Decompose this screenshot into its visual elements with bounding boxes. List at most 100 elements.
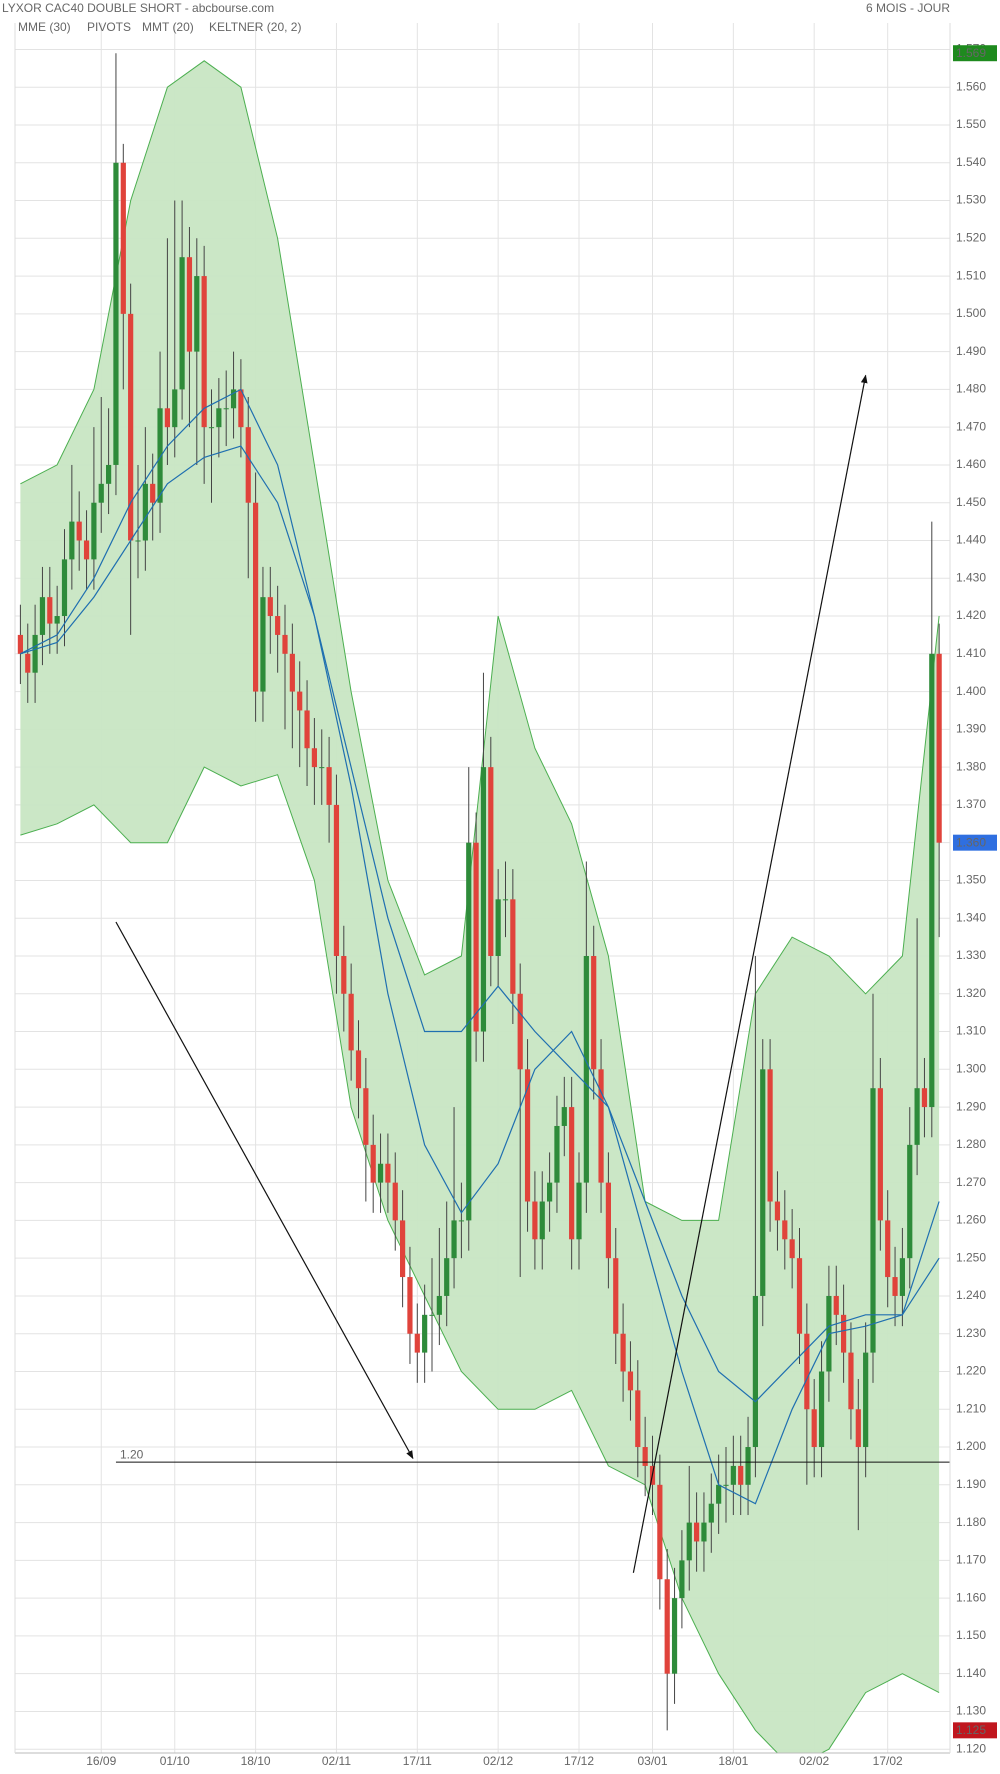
y-tick-label: 1.540 bbox=[956, 155, 986, 169]
y-tick-label: 1.150 bbox=[956, 1628, 986, 1642]
candle-body bbox=[32, 634, 38, 673]
candle-body bbox=[605, 1182, 611, 1259]
candle-body bbox=[436, 1295, 442, 1315]
price-badge bbox=[953, 45, 997, 62]
candle-body bbox=[767, 1069, 773, 1202]
candle-body bbox=[642, 1447, 648, 1466]
candle-body bbox=[289, 653, 295, 692]
candle-body bbox=[164, 408, 170, 428]
candle-body bbox=[238, 389, 244, 428]
candle-body bbox=[216, 408, 222, 428]
candle-body bbox=[230, 389, 237, 409]
candle-body bbox=[524, 1069, 531, 1202]
y-tick-label: 1.210 bbox=[956, 1401, 986, 1415]
candle-body bbox=[701, 1522, 707, 1542]
candle-body bbox=[142, 483, 148, 541]
y-tick-label: 1.320 bbox=[956, 986, 986, 1000]
price-badge-label: 1.360 bbox=[956, 835, 986, 849]
y-tick-label: 1.350 bbox=[956, 873, 986, 887]
trendline bbox=[115, 921, 414, 1460]
candle-body bbox=[760, 1069, 766, 1296]
candle-body bbox=[69, 521, 75, 560]
candle-body bbox=[297, 691, 303, 711]
candle-body bbox=[128, 313, 134, 541]
candle-body bbox=[47, 597, 53, 624]
y-tick-label: 1.410 bbox=[956, 646, 986, 660]
x-tick-label: 18/10 bbox=[241, 1754, 271, 1768]
candle-body bbox=[804, 1333, 810, 1410]
candle-body bbox=[863, 1352, 869, 1448]
y-tick-label: 1.180 bbox=[956, 1515, 986, 1529]
keltner-upper bbox=[20, 60, 940, 1221]
x-tick-label: 17/11 bbox=[403, 1754, 432, 1768]
candle-body bbox=[172, 389, 178, 428]
y-tick-label: 1.170 bbox=[956, 1553, 986, 1567]
y-tick-label: 1.290 bbox=[956, 1099, 986, 1113]
y-tick-label: 1.200 bbox=[956, 1439, 986, 1453]
y-tick-label: 1.460 bbox=[956, 457, 986, 471]
candle-body bbox=[400, 1220, 406, 1278]
x-tick-label: 02/11 bbox=[322, 1754, 351, 1768]
candle-body bbox=[223, 408, 229, 410]
x-tick-label: 03/01 bbox=[637, 1754, 667, 1768]
y-tick-label: 1.490 bbox=[956, 344, 986, 358]
candle-body bbox=[194, 276, 200, 352]
chart-title: LYXOR CAC40 DOUBLE SHORT - abcbourse.com bbox=[2, 1, 274, 15]
candle-body bbox=[664, 1579, 670, 1674]
y-tick-label: 1.400 bbox=[956, 684, 986, 698]
candle-body bbox=[473, 842, 479, 1032]
y-tick-label: 1.250 bbox=[956, 1250, 986, 1264]
candle-body bbox=[120, 162, 126, 314]
candle-body bbox=[554, 1125, 560, 1183]
candle-body bbox=[716, 1484, 722, 1504]
horizontal-line-label: 1.20 bbox=[120, 1447, 144, 1461]
y-tick-label: 1.370 bbox=[956, 797, 986, 811]
legend-item: KELTNER (20, 2) bbox=[209, 20, 301, 34]
candle-body bbox=[686, 1522, 692, 1561]
y-tick-label: 1.230 bbox=[956, 1326, 986, 1340]
candle-body bbox=[341, 955, 347, 994]
y-tick-label: 1.440 bbox=[956, 533, 986, 547]
candle-body bbox=[25, 653, 31, 673]
x-tick-label: 17/02 bbox=[873, 1754, 903, 1768]
candle-body bbox=[502, 899, 509, 901]
moving-average bbox=[20, 388, 940, 1505]
candle-body bbox=[752, 1295, 758, 1448]
candle-body bbox=[517, 993, 523, 1070]
y-tick-label: 1.300 bbox=[956, 1061, 986, 1075]
candle-body bbox=[54, 616, 60, 624]
candle-body bbox=[422, 1314, 428, 1353]
y-tick-label: 1.530 bbox=[956, 193, 986, 207]
candle-body bbox=[921, 1088, 928, 1108]
candle-body bbox=[98, 483, 104, 503]
candle-body bbox=[730, 1465, 736, 1485]
candle-body bbox=[899, 1258, 905, 1296]
x-tick-label: 16/09 bbox=[86, 1754, 116, 1768]
candle-body bbox=[319, 767, 325, 769]
candle-body bbox=[311, 748, 317, 768]
candle-body bbox=[267, 597, 273, 617]
candle-body bbox=[569, 1107, 575, 1240]
x-tick-label: 17/12 bbox=[564, 1754, 594, 1768]
candle-body bbox=[796, 1258, 803, 1334]
candle-body bbox=[392, 1182, 398, 1221]
y-tick-label: 1.260 bbox=[956, 1213, 986, 1227]
candle-body bbox=[561, 1107, 567, 1126]
candle-body bbox=[157, 408, 163, 503]
candle-body bbox=[208, 427, 215, 429]
legend-item: MMT (20) bbox=[142, 20, 194, 34]
price-badge bbox=[953, 1722, 997, 1739]
y-tick-label: 1.310 bbox=[956, 1024, 986, 1038]
y-tick-label: 1.520 bbox=[956, 230, 986, 244]
y-tick-label: 1.120 bbox=[956, 1741, 986, 1755]
candle-body bbox=[620, 1333, 626, 1372]
y-tick-label: 1.500 bbox=[956, 306, 986, 320]
price-badge bbox=[953, 834, 997, 851]
candle-body bbox=[811, 1409, 817, 1448]
candle-body bbox=[510, 899, 516, 994]
candle-body bbox=[106, 464, 112, 484]
candle-body bbox=[414, 1333, 420, 1353]
candle-body bbox=[877, 1088, 883, 1221]
y-tick-label: 1.130 bbox=[956, 1704, 986, 1718]
